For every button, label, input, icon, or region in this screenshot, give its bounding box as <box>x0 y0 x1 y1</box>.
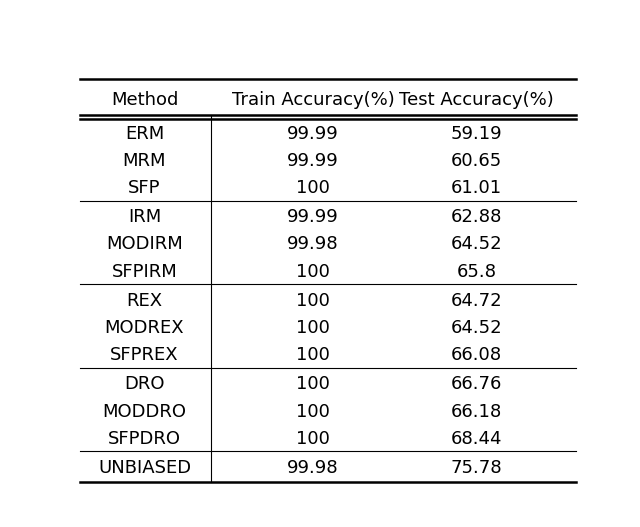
Text: 65.8: 65.8 <box>457 262 497 280</box>
Text: MODIRM: MODIRM <box>106 236 183 253</box>
Text: 99.99: 99.99 <box>287 208 339 226</box>
Text: 60.65: 60.65 <box>451 152 502 170</box>
Text: 66.18: 66.18 <box>451 403 502 421</box>
Text: 64.72: 64.72 <box>451 292 502 310</box>
Text: IRM: IRM <box>128 208 161 226</box>
Text: 100: 100 <box>296 262 330 280</box>
Text: 64.52: 64.52 <box>451 236 502 253</box>
Text: 68.44: 68.44 <box>451 430 502 448</box>
Text: DRO: DRO <box>124 375 164 394</box>
Text: 99.98: 99.98 <box>287 459 339 477</box>
Text: 100: 100 <box>296 346 330 364</box>
Text: Test Accuracy(%): Test Accuracy(%) <box>399 91 554 109</box>
Text: 99.99: 99.99 <box>287 152 339 170</box>
Text: 75.78: 75.78 <box>451 459 502 477</box>
Text: MRM: MRM <box>123 152 166 170</box>
Text: Method: Method <box>111 91 178 109</box>
Text: 61.01: 61.01 <box>451 179 502 197</box>
Text: SFP: SFP <box>128 179 161 197</box>
Text: 64.52: 64.52 <box>451 319 502 337</box>
Text: ERM: ERM <box>125 125 164 143</box>
Text: 100: 100 <box>296 292 330 310</box>
Text: 100: 100 <box>296 179 330 197</box>
Text: MODREX: MODREX <box>105 319 184 337</box>
Text: 59.19: 59.19 <box>451 125 502 143</box>
Text: SFPIRM: SFPIRM <box>111 262 177 280</box>
Text: 62.88: 62.88 <box>451 208 502 226</box>
Text: UNBIASED: UNBIASED <box>98 459 191 477</box>
Text: 100: 100 <box>296 375 330 394</box>
Text: 100: 100 <box>296 403 330 421</box>
Text: 99.98: 99.98 <box>287 236 339 253</box>
Text: 100: 100 <box>296 430 330 448</box>
Text: REX: REX <box>127 292 163 310</box>
Text: Train Accuracy(%): Train Accuracy(%) <box>232 91 394 109</box>
Text: 66.76: 66.76 <box>451 375 502 394</box>
Text: SFPDRO: SFPDRO <box>108 430 181 448</box>
Text: MODDRO: MODDRO <box>102 403 186 421</box>
Text: SFPREX: SFPREX <box>110 346 179 364</box>
Text: 99.99: 99.99 <box>287 125 339 143</box>
Text: 100: 100 <box>296 319 330 337</box>
Text: 66.08: 66.08 <box>451 346 502 364</box>
